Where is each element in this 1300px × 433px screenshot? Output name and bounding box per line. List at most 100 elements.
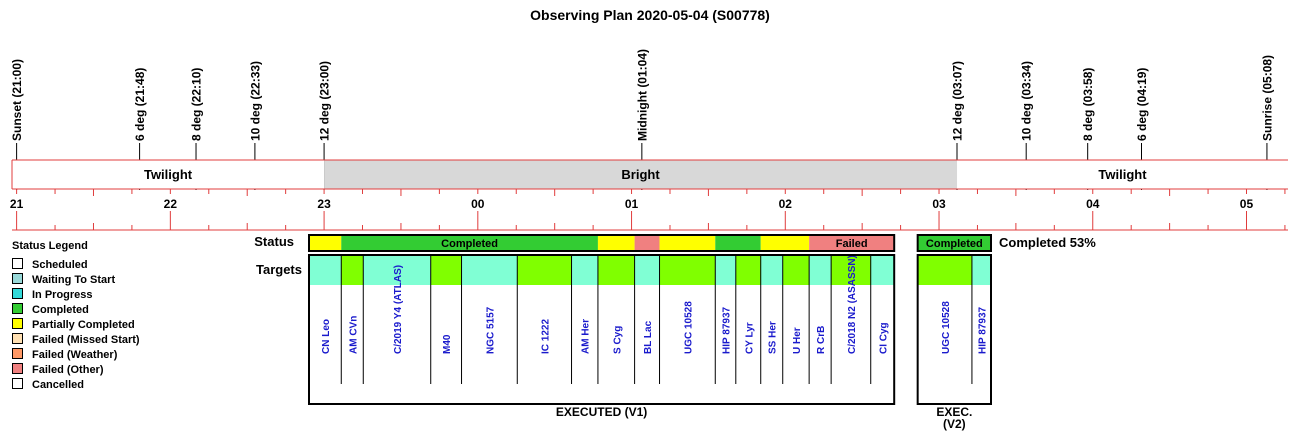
target-block	[917, 255, 972, 285]
plan-frame	[916, 254, 993, 405]
target-block	[715, 255, 736, 285]
target-name: S Cyg	[612, 326, 623, 354]
hour-tick-label: 23	[317, 197, 331, 211]
legend-swatch	[12, 258, 23, 269]
plan-frame	[308, 254, 896, 405]
legend-label: Partially Completed	[32, 319, 135, 331]
legend-swatch	[12, 303, 23, 314]
targets-row-label: Targets	[256, 262, 302, 277]
hour-tick-label: 21	[10, 197, 24, 211]
target-name: UGC 10528	[941, 301, 952, 354]
event-label: 12 deg (23:00)	[318, 61, 332, 141]
status-legend: Status Legend Scheduled Waiting To Start In…	[12, 240, 140, 391]
period-band	[324, 160, 958, 189]
legend-label: Cancelled	[32, 379, 84, 391]
event-label: 6 deg (21:48)	[133, 68, 147, 141]
event-label: Sunrise (05:08)	[1260, 55, 1274, 141]
target-block	[831, 255, 871, 285]
target-block	[634, 255, 660, 285]
legend-label: Failed (Missed Start)	[32, 334, 140, 346]
legend-swatch	[12, 378, 23, 389]
target-block	[870, 255, 895, 285]
status-segment	[597, 235, 635, 251]
status-row-label: Status	[254, 234, 294, 249]
time-axis: 21 22 23 00 01 02 03 04 05	[10, 189, 1288, 231]
plan-name: EXEC. (V2)	[936, 405, 972, 431]
legend-swatch	[12, 363, 23, 374]
status-segment-label: Completed	[926, 238, 983, 250]
night-events: Sunset (21:00) 6 deg (21:48) 8 deg (22:10)…	[10, 49, 1274, 190]
status-bar-frame	[308, 234, 896, 252]
target-name: U Her	[792, 327, 803, 354]
target-name: C/2019 Y4 (ATLAS)	[393, 265, 404, 354]
target-block	[341, 255, 364, 285]
legend-swatch	[12, 273, 23, 284]
target-name: AM Her	[581, 319, 592, 354]
status-segment	[809, 235, 895, 251]
period-band	[12, 160, 325, 189]
event-label: 10 deg (22:33)	[248, 61, 262, 141]
target-block	[461, 255, 518, 285]
row-labels: Status Targets Completed 53%	[254, 234, 1096, 277]
target-name: C/2018 N2 (ASASSN)	[847, 255, 858, 354]
period-label: Twilight	[1098, 167, 1147, 182]
target-block	[597, 255, 635, 285]
period-label: Twilight	[144, 167, 193, 182]
target-name: HIP 87937	[722, 306, 733, 354]
event-label: Midnight (01:04)	[635, 49, 649, 141]
target-name: R CrB	[816, 326, 827, 354]
legend-swatch	[12, 348, 23, 359]
legend-label: Failed (Weather)	[32, 349, 118, 361]
target-name: UGC 10528	[683, 301, 694, 354]
legend-swatch	[12, 288, 23, 299]
target-block	[735, 255, 761, 285]
target-name: IC 1222	[540, 319, 551, 354]
legend-label: In Progress	[32, 289, 93, 301]
target-block	[309, 255, 342, 285]
target-name: AM CVn	[348, 316, 359, 354]
event-label: Sunset (21:00)	[10, 59, 24, 141]
status-segment	[309, 235, 342, 251]
event-label: 10 deg (03:34)	[1020, 61, 1034, 141]
hour-tick-label: 00	[471, 197, 485, 211]
target-block	[760, 255, 783, 285]
hour-tick-label: 03	[932, 197, 946, 211]
legend-label: Scheduled	[32, 259, 88, 271]
target-block	[571, 255, 598, 285]
status-segment	[341, 235, 598, 251]
status-segment	[917, 235, 991, 251]
target-name: CY Lyr	[744, 322, 755, 354]
target-block	[363, 255, 431, 285]
chart-title: Observing Plan 2020-05-04 (S00778)	[530, 7, 770, 23]
target-name: HIP 87937	[977, 306, 988, 354]
plan-block: Completed UGC 10528 HIP 87937 EXEC. (V2)	[916, 234, 993, 431]
legend-label: Completed	[32, 304, 89, 316]
target-block	[782, 255, 810, 285]
plan-name: EXECUTED (V1)	[556, 405, 647, 419]
legend-title: Status Legend	[12, 240, 88, 252]
event-label: 8 deg (22:10)	[190, 68, 204, 141]
plan-block: Completed Failed CN Leo AM CVn C/2019 Y4 (AT…	[308, 234, 896, 419]
event-label: 6 deg (04:19)	[1135, 68, 1149, 141]
status-segment-label: Completed	[441, 238, 498, 250]
hour-tick-label: 05	[1240, 197, 1254, 211]
status-segment	[634, 235, 660, 251]
target-name: CN Leo	[321, 319, 332, 354]
period-band	[957, 160, 1288, 189]
sky-periods: Twilight Bright Twilight	[11, 159, 1288, 190]
status-segment	[715, 235, 761, 251]
target-block	[517, 255, 572, 285]
target-block	[809, 255, 832, 285]
hour-tick-label: 02	[779, 197, 793, 211]
legend-swatch	[12, 333, 23, 344]
hour-tick-label: 22	[164, 197, 178, 211]
status-segment-label: Failed	[836, 238, 868, 250]
target-name: M40	[442, 334, 453, 354]
legend-label: Failed (Other)	[32, 364, 104, 376]
target-name: SS Her	[768, 321, 779, 354]
event-label: 12 deg (03:07)	[951, 61, 965, 141]
target-name: NGC 5157	[485, 306, 496, 354]
legend-swatch	[12, 318, 23, 329]
target-block	[659, 255, 716, 285]
